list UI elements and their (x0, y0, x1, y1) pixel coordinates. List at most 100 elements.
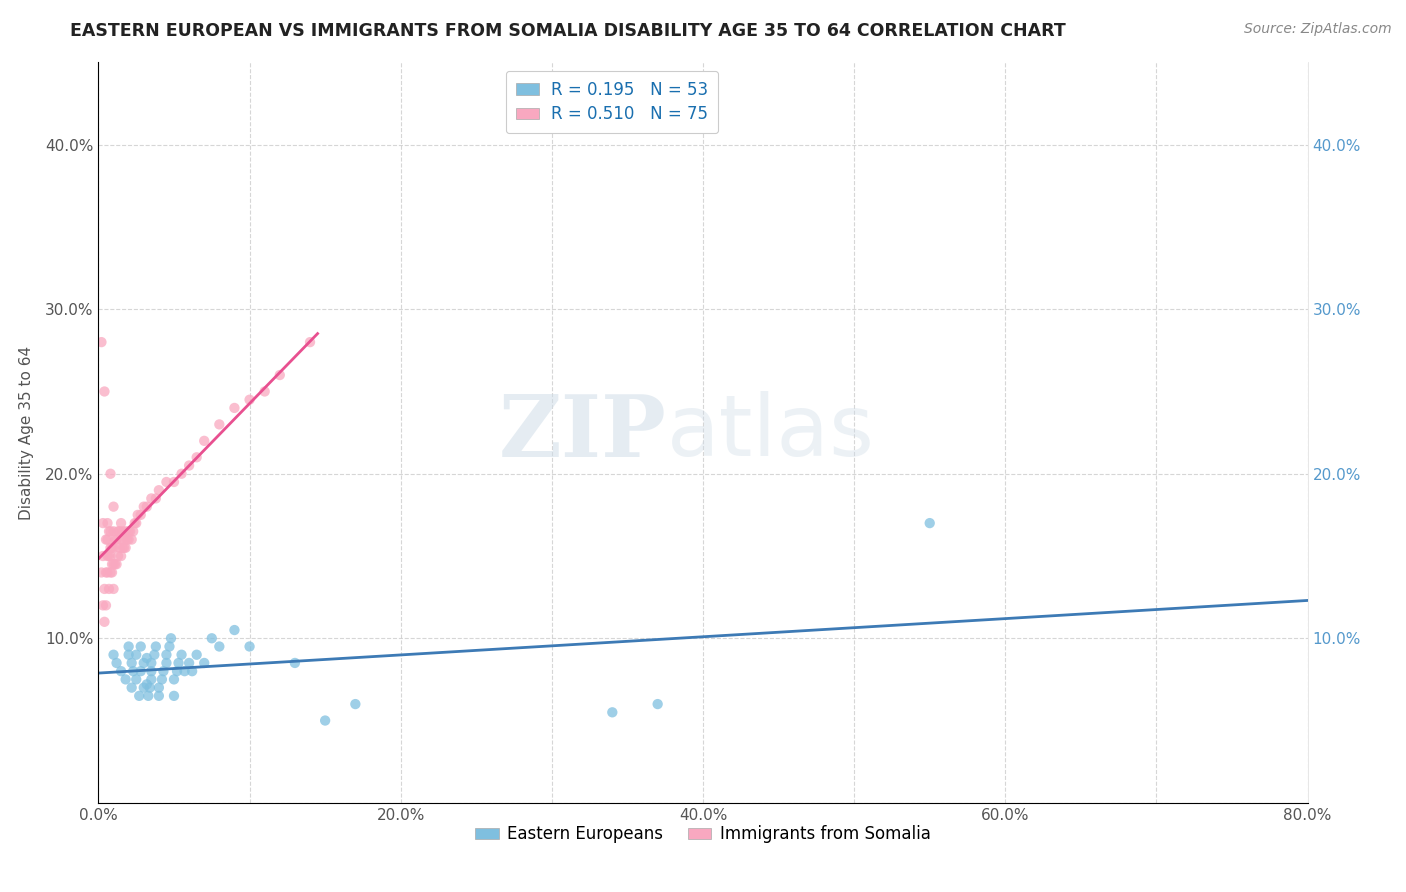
Point (136, 689, 159, 703)
Point (101, 541, 124, 555)
Point (143, 648, 166, 662)
Point (239, 640, 262, 654)
Point (104, 558, 127, 572)
Legend: Eastern Europeans, Immigrants from Somalia: Eastern Europeans, Immigrants from Somal… (468, 819, 938, 850)
Point (602, 706, 624, 720)
Point (118, 533, 141, 547)
Point (93, 615, 115, 629)
Point (90, 335, 112, 350)
Point (122, 524, 145, 539)
Point (96, 549, 118, 563)
Point (163, 475, 186, 489)
Point (100, 566, 122, 580)
Point (155, 475, 177, 489)
Point (141, 491, 163, 506)
Point (141, 664, 163, 678)
Point (100, 549, 122, 563)
Point (98, 549, 121, 563)
Point (105, 558, 128, 572)
Point (100, 541, 122, 555)
Point (170, 467, 193, 481)
Point (269, 368, 291, 382)
Point (145, 640, 167, 654)
Point (166, 664, 188, 678)
Point (101, 558, 124, 572)
Point (125, 673, 148, 687)
Text: atlas: atlas (666, 391, 875, 475)
Point (132, 656, 155, 670)
Point (93, 582, 115, 596)
Point (344, 697, 367, 711)
Point (110, 516, 132, 530)
Text: EASTERN EUROPEAN VS IMMIGRANTS FROM SOMALIA DISABILITY AGE 35 TO 64 CORRELATION : EASTERN EUROPEAN VS IMMIGRANTS FROM SOMA… (70, 22, 1066, 40)
Point (100, 524, 122, 539)
Point (112, 533, 135, 547)
Point (100, 467, 122, 481)
Point (105, 656, 128, 670)
Point (186, 450, 208, 465)
Point (104, 533, 127, 547)
Point (179, 458, 201, 473)
Point (239, 392, 262, 407)
Point (186, 648, 208, 662)
Point (107, 524, 129, 539)
Point (125, 648, 148, 662)
Point (105, 533, 128, 547)
Point (114, 541, 136, 555)
Point (110, 549, 132, 563)
Point (135, 500, 157, 514)
Point (112, 541, 135, 555)
Point (148, 689, 170, 703)
Point (181, 664, 204, 678)
Point (103, 524, 125, 539)
Point (224, 401, 246, 415)
Point (91, 599, 114, 613)
Point (167, 656, 190, 670)
Point (132, 681, 155, 695)
Point (90, 566, 112, 580)
Point (96, 566, 118, 580)
Point (148, 681, 170, 695)
Point (110, 533, 132, 547)
Point (152, 664, 174, 678)
Point (155, 656, 177, 670)
Point (148, 483, 170, 498)
Point (111, 541, 134, 555)
Point (124, 516, 146, 530)
Point (125, 516, 148, 530)
Point (110, 664, 132, 678)
Point (145, 491, 167, 506)
Point (96, 516, 118, 530)
Point (159, 640, 181, 654)
Point (103, 648, 125, 662)
Point (135, 677, 157, 691)
Point (647, 697, 669, 711)
Point (118, 648, 141, 662)
Point (141, 656, 163, 670)
Point (208, 417, 231, 432)
Point (127, 508, 149, 522)
Text: Source: ZipAtlas.com: Source: ZipAtlas.com (1244, 22, 1392, 37)
Text: ZIP: ZIP (499, 391, 666, 475)
Point (155, 648, 177, 662)
Point (163, 673, 186, 687)
Point (111, 524, 134, 539)
Point (96, 533, 118, 547)
Point (93, 384, 115, 399)
Point (208, 640, 231, 654)
Point (121, 656, 143, 670)
Point (139, 681, 162, 695)
Point (107, 549, 129, 563)
Point (129, 508, 152, 522)
Point (314, 714, 336, 728)
Point (918, 516, 941, 530)
Point (284, 656, 307, 670)
Point (103, 541, 125, 555)
Point (98, 524, 121, 539)
Point (120, 524, 142, 539)
Point (122, 664, 145, 678)
Point (132, 500, 155, 514)
Point (91, 549, 114, 563)
Point (103, 582, 125, 596)
Point (94, 533, 117, 547)
